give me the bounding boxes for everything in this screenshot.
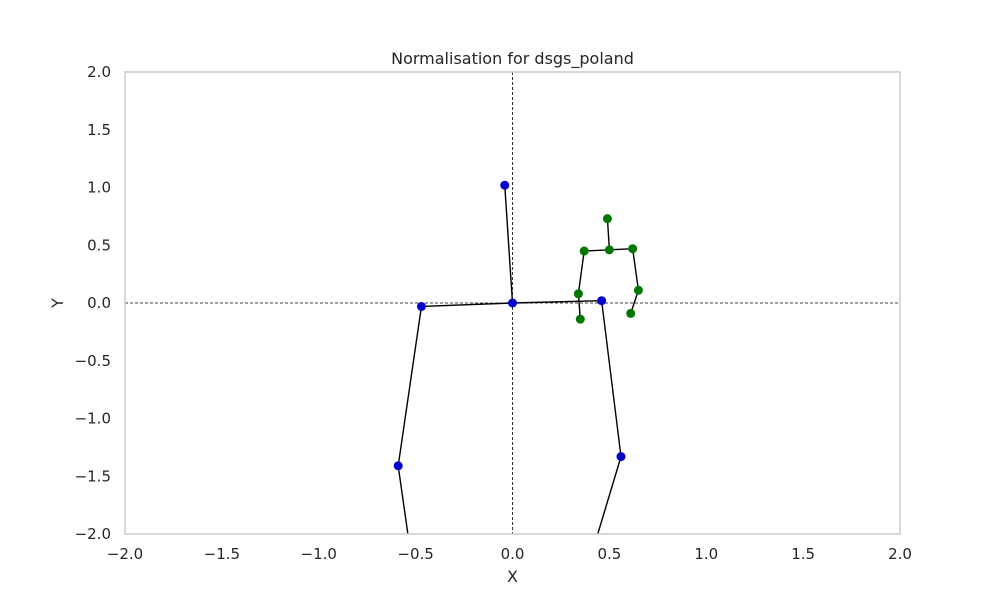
skeleton-segment xyxy=(606,218,611,250)
plot-content xyxy=(125,72,900,534)
skeleton-segment xyxy=(631,248,640,291)
skeleton-segment xyxy=(577,250,585,294)
data-point xyxy=(579,246,589,256)
skeleton-segment xyxy=(600,300,622,457)
data-point xyxy=(633,285,643,295)
x-tick-label: 2.0 xyxy=(888,545,912,563)
data-point xyxy=(616,452,626,462)
x-tick-label: −1.5 xyxy=(204,545,240,563)
x-tick-label: −0.5 xyxy=(397,545,433,563)
skeleton-segment xyxy=(397,306,423,466)
chart-title: Normalisation for dsgs_poland xyxy=(391,49,634,69)
y-tick-label: 1.5 xyxy=(87,121,111,139)
skeleton-segment xyxy=(421,302,513,308)
x-tick-label: −2.0 xyxy=(107,545,143,563)
y-axis-title: Y xyxy=(48,298,67,309)
y-tick-label: −1.5 xyxy=(75,467,111,485)
x-tick-label: −1.0 xyxy=(301,545,337,563)
y-tick-label: −1.0 xyxy=(75,410,111,428)
skeleton-segment xyxy=(597,456,622,534)
data-point xyxy=(573,289,583,299)
x-tick-label: 0.5 xyxy=(597,545,621,563)
plot-area: −2.0 −1.5 −1.0 −0.5 0.0 0.5 1.0 1.5 2.0 2.0 1.5 1.0… xyxy=(75,63,912,563)
data-point xyxy=(602,214,612,224)
y-tick-label: −2.0 xyxy=(75,525,111,543)
data-point xyxy=(604,245,614,255)
x-tick-label: 0.0 xyxy=(501,545,525,563)
skeleton-segment xyxy=(397,465,409,534)
data-point xyxy=(575,314,585,324)
x-axis-title: X xyxy=(507,567,518,586)
y-tick-label: 1.0 xyxy=(87,179,111,197)
data-point xyxy=(500,180,510,190)
data-point xyxy=(393,461,403,471)
data-point xyxy=(628,244,638,254)
skeleton-segment xyxy=(512,299,602,304)
y-tick-label: −0.5 xyxy=(75,352,111,370)
y-tick-label: 0.0 xyxy=(87,294,111,312)
data-point xyxy=(597,296,607,306)
data-point xyxy=(626,308,636,318)
data-point xyxy=(416,301,426,311)
data-point xyxy=(508,298,517,308)
x-tick-label: 1.5 xyxy=(791,545,815,563)
y-tick-label: 0.5 xyxy=(87,236,111,254)
y-tick-label: 2.0 xyxy=(87,63,111,81)
skeleton-segment xyxy=(504,185,514,304)
plot-frame xyxy=(124,71,901,535)
x-tick-label: 1.0 xyxy=(694,545,718,563)
